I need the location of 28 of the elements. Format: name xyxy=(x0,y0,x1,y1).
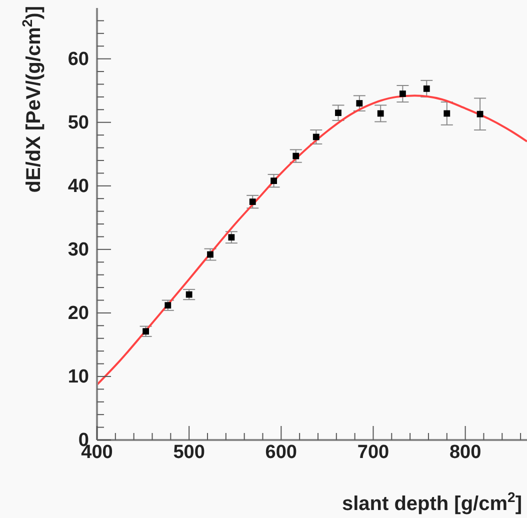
point xyxy=(228,234,235,241)
line-series xyxy=(97,94,527,386)
point xyxy=(270,178,277,184)
point xyxy=(335,110,342,116)
x-tick-label: 700 xyxy=(357,442,390,463)
point xyxy=(444,110,450,117)
y-tick-label: 10 xyxy=(68,366,89,388)
point xyxy=(249,198,256,205)
y-tick-label: 40 xyxy=(68,176,89,197)
x-axis-title: slant depth [g/cm$^{2}$] xyxy=(342,489,522,515)
x-tick-label: 800 xyxy=(449,442,482,463)
point xyxy=(186,291,192,298)
y-tick-label: 30 xyxy=(68,239,89,260)
point xyxy=(312,134,320,140)
y-tick-label: 50 xyxy=(68,112,89,134)
x-tick-label: 500 xyxy=(173,442,205,463)
point xyxy=(423,85,430,92)
point xyxy=(399,90,406,97)
point xyxy=(164,302,172,309)
y-tick-label: 60 xyxy=(68,48,89,70)
y-tick-label: 20 xyxy=(68,302,89,324)
point xyxy=(142,328,149,335)
point xyxy=(207,251,214,258)
point xyxy=(377,110,384,117)
point xyxy=(356,100,363,106)
point xyxy=(292,152,300,160)
x-tick-label: 600 xyxy=(265,442,298,463)
point xyxy=(476,110,484,118)
